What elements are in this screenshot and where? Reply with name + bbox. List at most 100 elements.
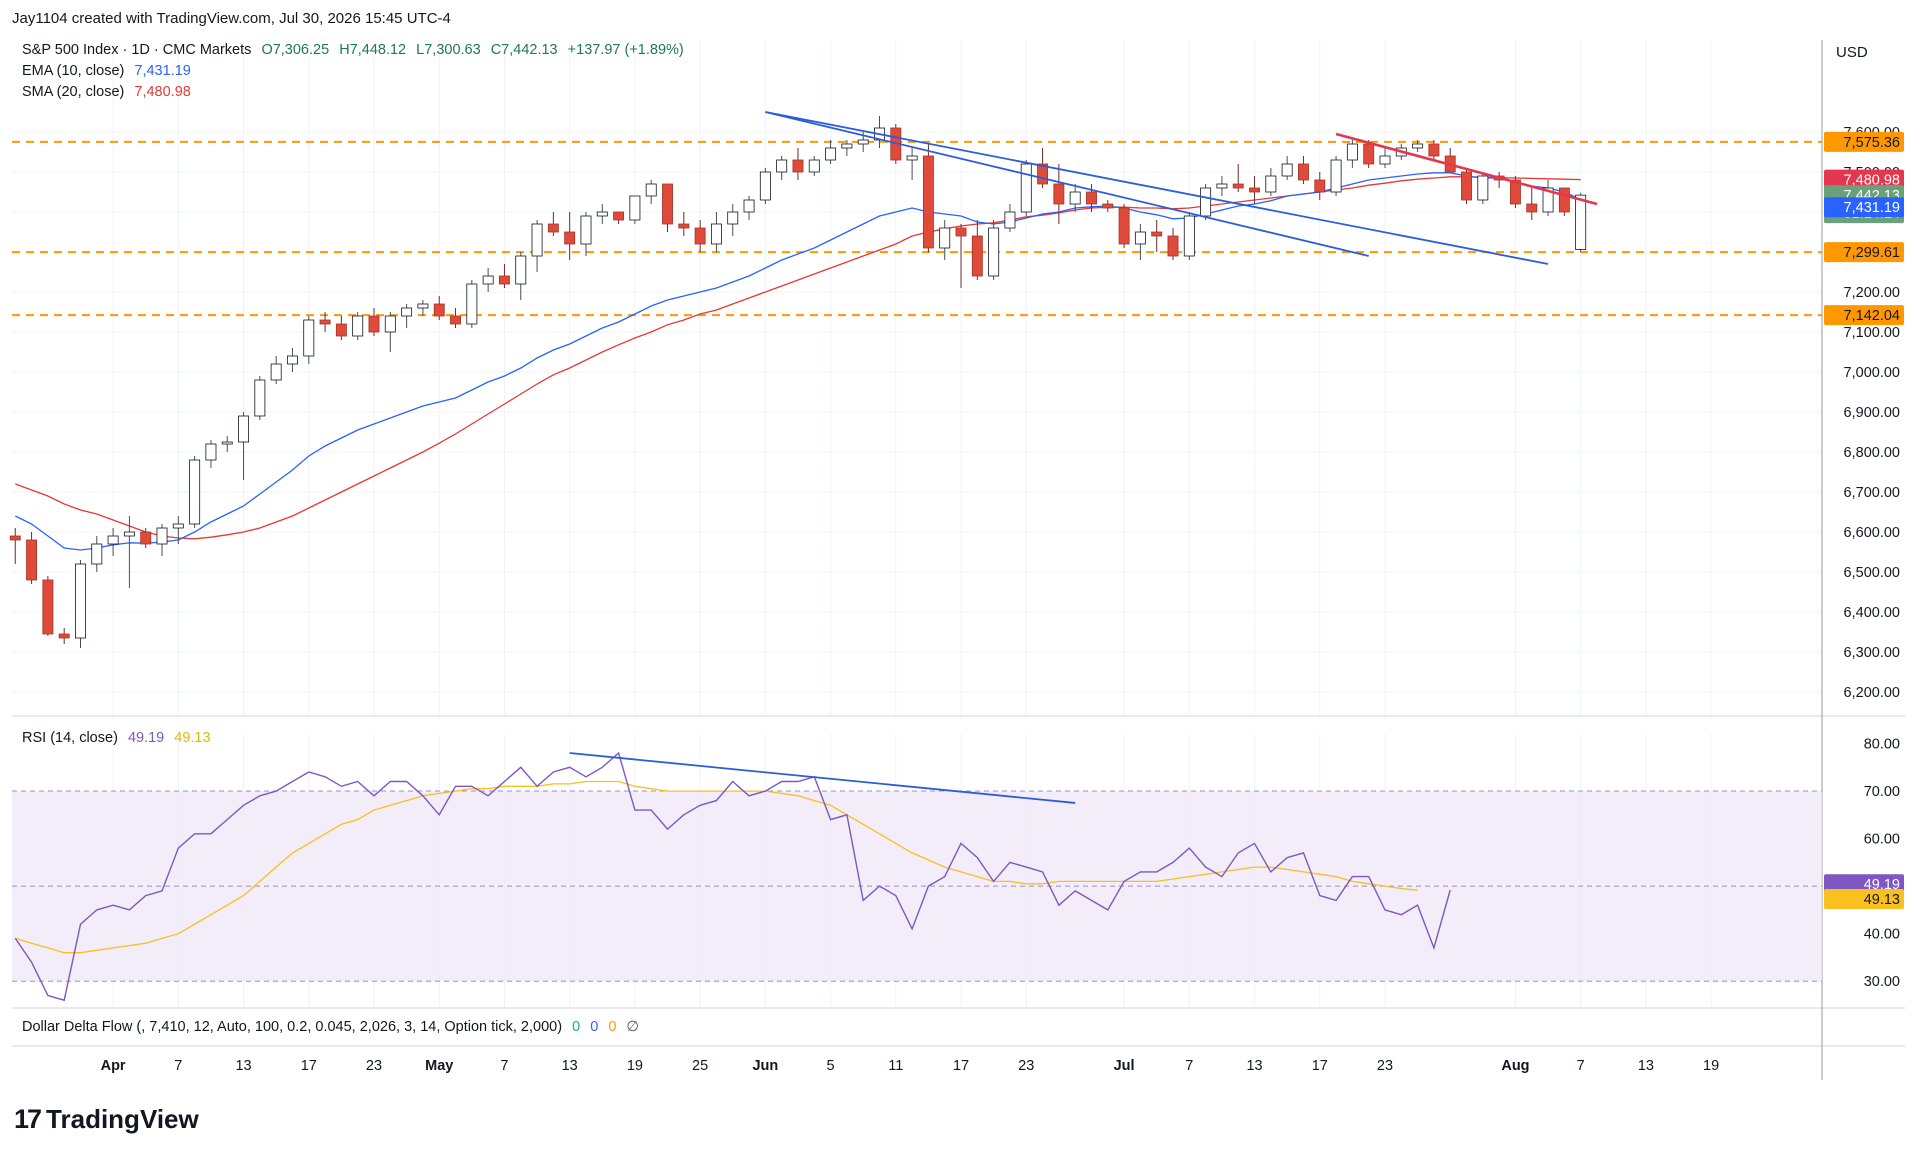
candle <box>1183 215 1195 257</box>
candle <box>1428 143 1440 157</box>
ohlc-low: L7,300.63 <box>416 42 481 58</box>
time-axis: Apr 7 13 17 23 May 7 13 19 25 Jun 5 11 17 23 Jul 7 13 17 23… <box>101 1058 1720 1074</box>
candle <box>1298 163 1309 181</box>
candle <box>1346 143 1358 161</box>
candle <box>743 199 755 213</box>
candle <box>1265 175 1277 193</box>
ema-line <box>15 172 1581 551</box>
candle <box>254 379 266 417</box>
candle <box>42 579 54 635</box>
candle <box>1069 191 1081 205</box>
blue-trendline <box>765 111 1549 265</box>
candle <box>450 315 461 325</box>
ohlc-open: O7,306.25 <box>261 42 330 58</box>
candle <box>841 143 853 149</box>
ohlc-close: C7,442.13 <box>490 42 558 58</box>
sma-legend[interactable]: SMA (20, close) 7,480.98 <box>22 84 197 100</box>
candle <box>26 539 38 581</box>
candle <box>531 223 543 257</box>
candle <box>417 303 429 309</box>
rsi-legend[interactable]: RSI (14, close) 49.19 49.13 <box>22 730 217 746</box>
ema-tag <box>1824 197 1904 218</box>
candle <box>238 415 250 443</box>
candle <box>498 275 510 285</box>
candle <box>1037 163 1049 185</box>
candle <box>857 139 869 145</box>
rsi-value: 49.19 <box>127 730 165 746</box>
rsi-tick-label: 30.00 <box>1864 974 1900 990</box>
time-tick-label: 23 <box>1377 1058 1393 1074</box>
time-tick-label: 7 <box>500 1058 508 1074</box>
time-tick-label: 13 <box>235 1058 251 1074</box>
attribution-line: Jay1104 created with TradingView.com, Ju… <box>12 10 451 27</box>
rsi-tick-label: 70.00 <box>1864 784 1900 800</box>
candle <box>1526 203 1538 213</box>
candle <box>401 307 413 317</box>
candle <box>580 215 592 245</box>
candle <box>515 255 527 285</box>
candle <box>482 275 494 285</box>
time-tick-label: 7 <box>1185 1058 1193 1074</box>
ddf-label: Dollar Delta Flow (, 7,410, 12, Auto, 10… <box>22 1019 563 1035</box>
currency-label[interactable]: USD <box>1836 44 1868 61</box>
candle <box>792 159 804 173</box>
candle <box>1542 187 1554 213</box>
time-tick-label: Aug <box>1501 1058 1529 1074</box>
ema-value: 7,431.19 <box>134 63 191 79</box>
candle <box>123 531 135 537</box>
candle <box>710 223 722 245</box>
candle <box>547 223 559 233</box>
time-tick-label: 7 <box>1577 1058 1585 1074</box>
time-tick-label: Apr <box>101 1058 126 1074</box>
level-tag-res <box>1824 131 1904 152</box>
candle <box>335 323 347 337</box>
red-trendline <box>1335 132 1598 206</box>
candle <box>107 535 119 545</box>
time-tick-label: 13 <box>562 1058 578 1074</box>
candle <box>1151 231 1163 237</box>
level-tag-sup2 <box>1824 305 1904 326</box>
moving-averages <box>15 172 1581 551</box>
candle <box>613 211 625 221</box>
rsi-tick-label: 40.00 <box>1864 927 1900 943</box>
candle <box>1509 179 1521 205</box>
ddf-legend[interactable]: Dollar Delta Flow (, 7,410, 12, Auto, 10… <box>22 1019 645 1035</box>
candle <box>808 159 820 173</box>
brand-name: TradingView <box>46 1104 199 1134</box>
price-tick-label: 6,400.00 <box>1844 605 1900 621</box>
price-levels <box>12 140 1822 317</box>
candle <box>1086 191 1097 205</box>
time-tick-label: Jun <box>752 1058 778 1074</box>
candle <box>1379 155 1391 165</box>
rsi-ma-tag <box>1824 888 1904 909</box>
candle <box>270 363 282 381</box>
candle <box>596 211 608 217</box>
candle <box>776 159 788 173</box>
candle <box>58 633 70 639</box>
rsi-trendline <box>569 752 1076 804</box>
candle <box>1134 231 1146 245</box>
candle <box>75 563 86 639</box>
candle <box>678 223 690 229</box>
time-tick-label: 23 <box>1018 1058 1034 1074</box>
candle <box>906 155 918 161</box>
ema-label: EMA (10, close) <box>22 63 125 79</box>
time-tick-label: 5 <box>827 1058 835 1074</box>
candle <box>1477 175 1489 201</box>
level-tag-sup1-text: 7,299.61 <box>1844 245 1900 261</box>
candle <box>1249 187 1260 193</box>
price-tick-label: 6,900.00 <box>1844 405 1900 421</box>
tradingview-brand: 17 TradingView <box>14 1104 199 1135</box>
rsi-panel <box>12 751 1822 1002</box>
ema-legend[interactable]: EMA (10, close) 7,431.19 <box>22 63 197 79</box>
rsi-ma-line <box>15 780 1418 954</box>
time-tick-label: 7 <box>174 1058 182 1074</box>
ddf-v3: 0 <box>608 1019 617 1035</box>
symbol-name[interactable]: S&P 500 Index · 1D · CMC Markets <box>22 42 252 58</box>
time-tick-label: Jul <box>1114 1058 1135 1074</box>
candle <box>1575 194 1587 250</box>
candle <box>1200 187 1212 217</box>
price-tick-label: 6,800.00 <box>1844 445 1900 461</box>
time-tick-label: 19 <box>1703 1058 1719 1074</box>
